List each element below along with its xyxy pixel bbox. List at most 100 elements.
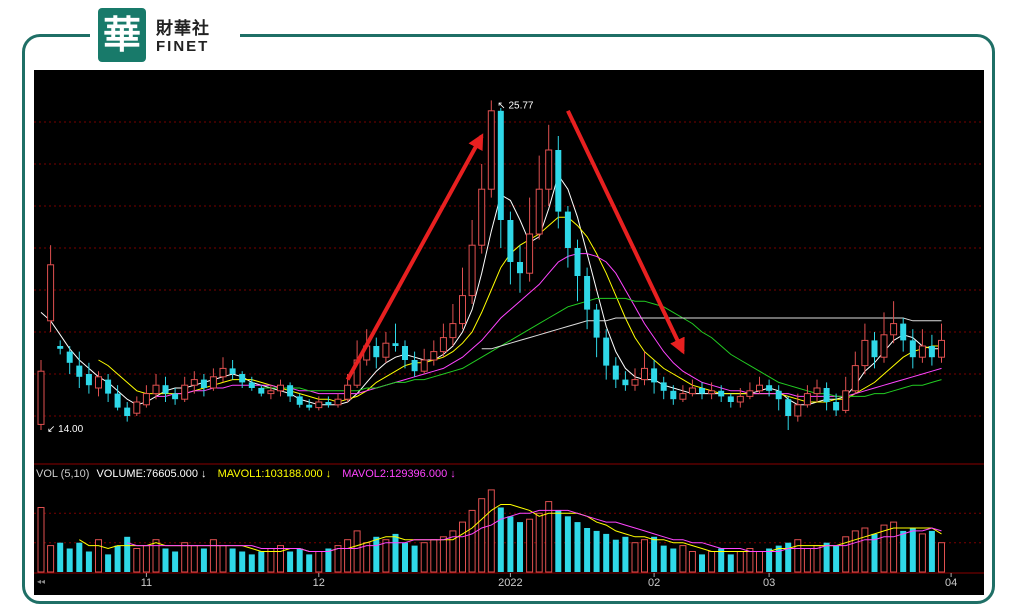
candle-body bbox=[478, 188, 486, 246]
volume-bar bbox=[794, 539, 802, 573]
candle-body bbox=[47, 264, 55, 322]
candle-body bbox=[794, 404, 802, 417]
candle-body bbox=[296, 396, 303, 405]
volume-bar bbox=[172, 551, 179, 572]
candle-body bbox=[392, 343, 399, 346]
candle-body bbox=[833, 402, 840, 411]
candle-body bbox=[900, 323, 907, 341]
candle-body bbox=[517, 262, 523, 274]
candle-body bbox=[651, 368, 658, 383]
volume-bar bbox=[66, 548, 73, 572]
candle-body bbox=[373, 346, 380, 358]
candle-body bbox=[928, 346, 935, 358]
volume-bar bbox=[325, 548, 332, 572]
candle-body bbox=[306, 404, 313, 408]
volume-bar bbox=[785, 542, 792, 572]
x-tick-label: 03 bbox=[763, 577, 775, 589]
candle-body bbox=[766, 385, 773, 391]
stock-chart: ↖ 25.77 ↙ 14.00 VOL (5,10) VOLUME:76605.… bbox=[34, 70, 984, 595]
candle-body bbox=[76, 365, 83, 377]
candle-body bbox=[823, 388, 830, 402]
volume-legend: VOL (5,10) VOLUME:76605.000 ↓ MAVOL1:103… bbox=[36, 468, 456, 480]
volume-bar bbox=[900, 530, 907, 572]
candle-body bbox=[430, 351, 438, 361]
candle-body bbox=[382, 342, 390, 358]
volume-bar bbox=[708, 551, 716, 573]
volume-bar bbox=[392, 533, 399, 572]
volume-bar bbox=[909, 528, 916, 572]
candle-body bbox=[603, 337, 610, 366]
candlesticks bbox=[37, 100, 945, 430]
volume-bar bbox=[306, 554, 313, 572]
volume-bar bbox=[181, 542, 189, 573]
volume-bar bbox=[459, 521, 466, 573]
volume-bar bbox=[258, 551, 265, 572]
volume-bar bbox=[746, 548, 754, 573]
candle-body bbox=[660, 382, 667, 391]
volume-bar bbox=[918, 533, 926, 573]
volume-bar bbox=[209, 539, 217, 573]
x-tick-label: 12 bbox=[313, 577, 325, 589]
candle-body bbox=[287, 385, 294, 397]
volume-bar bbox=[382, 539, 390, 573]
volume-bar bbox=[95, 539, 102, 573]
volume-bar bbox=[766, 548, 773, 572]
volume-bar bbox=[411, 545, 418, 572]
candle-body bbox=[622, 379, 629, 386]
candle-body bbox=[535, 188, 543, 235]
candle-body bbox=[334, 398, 342, 406]
scroll-left-icon[interactable]: ◂◂ bbox=[37, 577, 45, 586]
volume-bar bbox=[468, 509, 476, 573]
volume-bars bbox=[37, 489, 945, 573]
volume-bar bbox=[497, 507, 504, 572]
volume-bar bbox=[555, 510, 562, 572]
candle-body bbox=[248, 382, 255, 388]
trend-arrows bbox=[345, 109, 685, 381]
volume-bar bbox=[353, 530, 361, 573]
volume-bar bbox=[928, 530, 935, 572]
trend-arrow bbox=[345, 133, 484, 381]
volume-bar bbox=[334, 545, 342, 573]
volume-legend-volume: VOLUME:76605.000 ↓ bbox=[96, 468, 206, 480]
ma-line bbox=[40, 174, 942, 406]
candle-body bbox=[526, 233, 534, 274]
volume-bar bbox=[76, 542, 83, 572]
volume-bar bbox=[239, 551, 246, 572]
volume-bar bbox=[574, 522, 581, 572]
volume-legend-mavol2: MAVOL2:129396.000 ↓ bbox=[342, 468, 456, 480]
volume-bar bbox=[612, 539, 619, 572]
logo-english-name: FINET bbox=[156, 38, 210, 55]
volume-bar bbox=[142, 545, 150, 573]
candle-body bbox=[785, 399, 792, 416]
volume-bar bbox=[631, 542, 639, 573]
candle-body bbox=[909, 340, 916, 358]
volume-bar bbox=[699, 554, 705, 572]
candle-body bbox=[325, 402, 332, 405]
volume-bar bbox=[660, 545, 667, 572]
candle-body bbox=[95, 376, 102, 389]
candle-body bbox=[890, 323, 898, 336]
candle-body bbox=[411, 360, 418, 372]
volume-bar bbox=[133, 548, 141, 573]
volume-bar bbox=[851, 530, 859, 573]
volume-bar bbox=[507, 516, 514, 572]
volume-bar bbox=[545, 501, 553, 573]
candle-body bbox=[775, 390, 782, 400]
volume-bar bbox=[439, 536, 447, 573]
volume-legend-prefix: VOL (5,10) bbox=[36, 468, 89, 480]
volume-bar bbox=[871, 533, 878, 572]
moving-average-lines bbox=[40, 174, 942, 406]
candle-body bbox=[258, 388, 265, 394]
volume-bar bbox=[603, 533, 610, 572]
volume-bar bbox=[622, 536, 629, 572]
candle-body bbox=[449, 323, 457, 339]
ma-line bbox=[481, 317, 942, 350]
candle-body bbox=[172, 393, 179, 400]
logo-chinese-name: 財華社 bbox=[156, 19, 210, 39]
candle-body bbox=[813, 387, 821, 395]
low-price-label: ↙ 14.00 bbox=[47, 424, 84, 435]
volume-bar bbox=[775, 545, 782, 572]
candle-body bbox=[593, 309, 600, 338]
candle-body bbox=[736, 395, 744, 403]
candle-body bbox=[861, 339, 869, 367]
